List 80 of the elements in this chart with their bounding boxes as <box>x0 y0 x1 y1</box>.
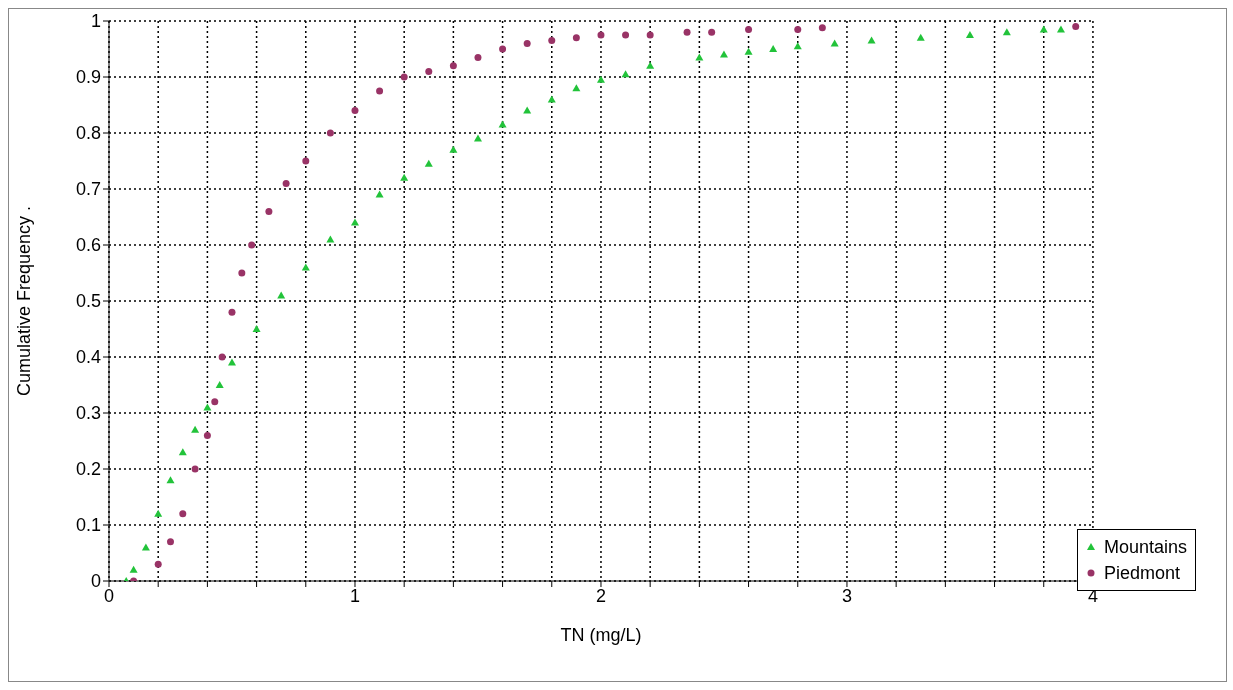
point <box>227 358 236 366</box>
point <box>178 448 187 456</box>
point <box>1002 28 1011 36</box>
point <box>191 425 200 433</box>
y-tick-label: 0.1 <box>75 515 101 536</box>
point <box>965 31 974 38</box>
point <box>282 179 290 187</box>
point <box>916 33 925 41</box>
x-tick-label: 3 <box>841 585 852 606</box>
point <box>794 25 802 33</box>
point <box>622 31 630 39</box>
point <box>646 31 654 39</box>
point <box>154 560 162 568</box>
point <box>498 120 507 128</box>
point <box>548 37 556 45</box>
point <box>474 53 482 61</box>
point <box>499 45 507 53</box>
y-tick-label: 0.5 <box>75 291 101 312</box>
point <box>211 398 219 406</box>
point <box>572 84 581 92</box>
point <box>238 269 246 277</box>
point <box>424 159 433 167</box>
point <box>400 173 409 181</box>
point <box>572 34 580 42</box>
point <box>683 28 691 36</box>
point <box>621 70 630 78</box>
point <box>473 134 482 142</box>
legend-label: Piedmont <box>1103 562 1180 585</box>
point <box>252 325 261 332</box>
point <box>191 465 199 473</box>
point <box>745 25 753 33</box>
point <box>265 207 273 215</box>
point <box>326 129 334 137</box>
y-tick-label: 0.3 <box>75 403 101 424</box>
point <box>215 381 224 388</box>
point <box>449 62 457 70</box>
point <box>228 308 236 316</box>
point <box>1072 23 1080 31</box>
point <box>793 42 802 50</box>
point <box>154 509 163 517</box>
y-tick-label: 0.8 <box>75 123 101 144</box>
point <box>425 67 433 75</box>
point <box>218 353 226 361</box>
point <box>302 157 310 165</box>
point <box>597 31 605 39</box>
point <box>769 45 778 52</box>
point <box>523 106 532 114</box>
point <box>129 565 138 573</box>
point <box>351 107 359 115</box>
point <box>646 61 655 69</box>
point <box>818 24 826 32</box>
point <box>179 510 187 518</box>
x-tick-label: 1 <box>349 585 360 606</box>
point <box>166 476 175 484</box>
point <box>719 50 728 58</box>
point <box>596 75 605 83</box>
y-tick-label: 0.6 <box>75 235 101 256</box>
y-tick-label: 0 <box>90 571 101 592</box>
point <box>167 538 174 546</box>
point <box>867 36 876 44</box>
point <box>400 73 408 81</box>
legend-label: Mountains <box>1103 536 1187 559</box>
y-tick-label: 1 <box>90 11 101 32</box>
x-tick-label: 2 <box>595 585 606 606</box>
point <box>708 28 716 36</box>
y-tick-label: 0.9 <box>75 67 101 88</box>
point <box>350 218 359 226</box>
point <box>449 145 458 153</box>
point <box>523 39 531 47</box>
y-tick-label: 0.7 <box>75 179 101 200</box>
point <box>203 431 211 439</box>
x-axis-title: TN (mg/L) <box>560 625 642 645</box>
point <box>376 87 384 95</box>
y-tick-label: 0.2 <box>75 459 101 480</box>
point <box>248 241 256 249</box>
x-tick-label: 0 <box>103 585 115 606</box>
point <box>375 190 384 198</box>
point <box>744 47 753 55</box>
y-axis-title: Cumulative Frequency . <box>14 205 35 397</box>
y-tick-label: 0.4 <box>75 347 101 368</box>
